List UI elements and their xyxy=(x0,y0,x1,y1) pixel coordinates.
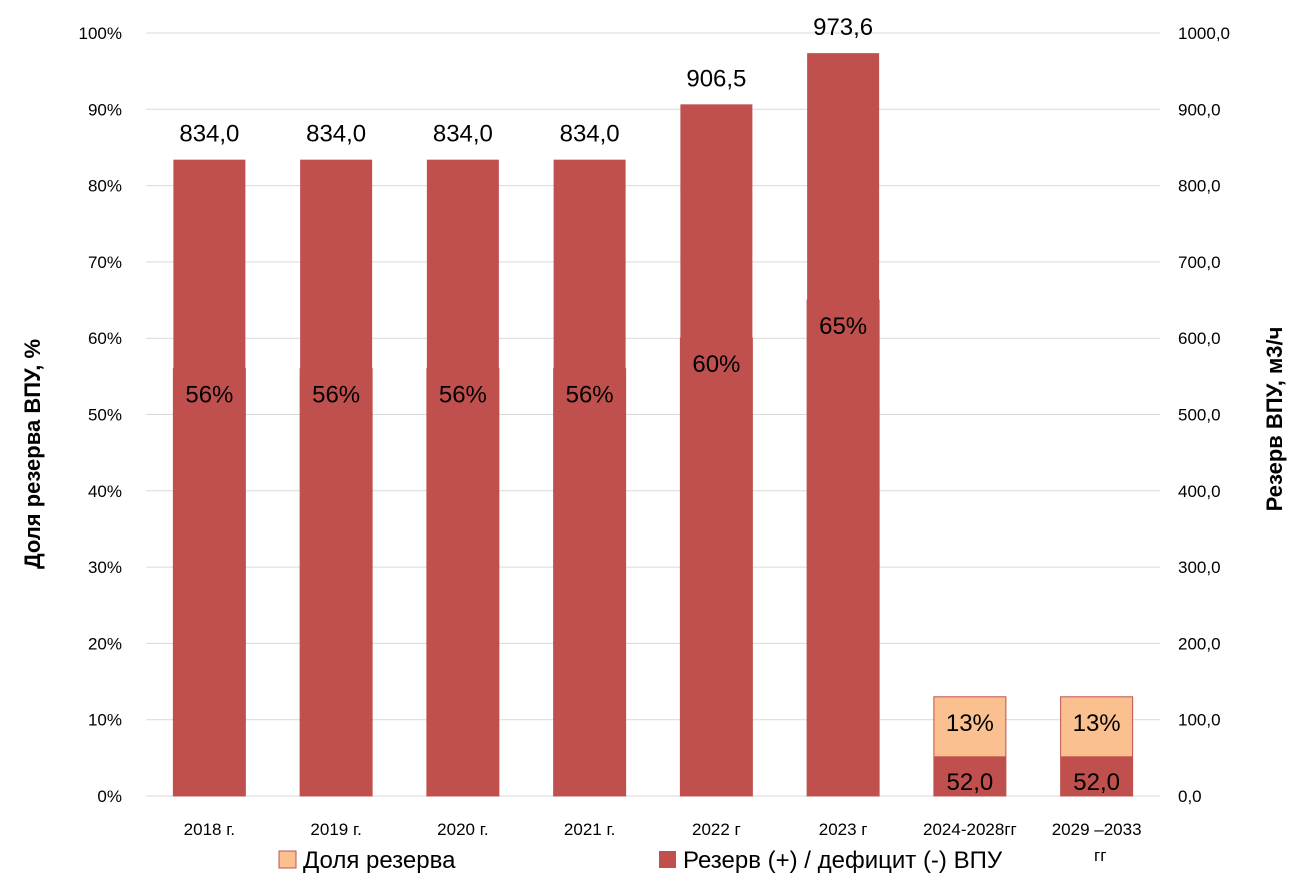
left-tick-label: 100% xyxy=(79,24,122,43)
left-tick-label: 90% xyxy=(88,100,122,119)
category-label: 2021 г. xyxy=(564,820,615,839)
reserve-bar xyxy=(1060,756,1133,796)
left-axis-title: Доля резерва ВПУ, % xyxy=(20,339,45,569)
share-data-label: 13% xyxy=(1073,710,1121,737)
reserve-data-label: 906,5 xyxy=(686,65,746,92)
legend: Доля резерва Резерв (+) / дефицит (-) ВП… xyxy=(278,847,1003,874)
reserve-bar xyxy=(553,159,626,796)
share-data-label: 60% xyxy=(692,351,740,378)
reserve-bar xyxy=(426,159,499,796)
right-tick-label: 0,0 xyxy=(1178,787,1202,806)
right-tick-label: 100,0 xyxy=(1178,711,1221,730)
left-tick-label: 10% xyxy=(88,711,122,730)
right-tick-label: 500,0 xyxy=(1178,406,1221,425)
reserve-bar xyxy=(300,159,373,796)
share-data-label: 56% xyxy=(312,382,360,409)
left-tick-label: 40% xyxy=(88,482,122,501)
right-tick-label: 1000,0 xyxy=(1178,24,1230,43)
category-label: 2022 г xyxy=(692,820,741,839)
reserve-bar xyxy=(173,159,246,796)
right-tick-label: 900,0 xyxy=(1178,100,1221,119)
left-tick-label: 50% xyxy=(88,406,122,425)
reserve-data-label: 834,0 xyxy=(179,121,239,148)
category-label: 2020 г. xyxy=(437,820,488,839)
data-labels: 56% 834,0 56% 834,0 56% 834,0 56% 834,0 60% 906,5… xyxy=(179,14,1120,796)
reserve-bar xyxy=(933,756,1006,796)
category-label: 2023 г xyxy=(819,820,868,839)
legend-label-reserve: Резерв (+) / дефицит (-) ВПУ xyxy=(683,847,1003,874)
share-data-label: 56% xyxy=(566,382,614,409)
right-tick-label: 800,0 xyxy=(1178,177,1221,196)
right-tick-label: 600,0 xyxy=(1178,329,1221,348)
gridlines xyxy=(146,32,1160,797)
reserve-bar xyxy=(680,104,753,796)
reserve-data-label: 52,0 xyxy=(1073,769,1120,796)
reserve-data-label: 834,0 xyxy=(560,121,620,148)
reserve-bar xyxy=(807,53,880,797)
legend-swatch-reserve xyxy=(659,851,676,868)
reserve-data-label: 52,0 xyxy=(947,769,994,796)
share-data-label: 65% xyxy=(819,313,867,340)
left-tick-label: 20% xyxy=(88,634,122,653)
right-tick-label: 700,0 xyxy=(1178,253,1221,272)
left-tick-label: 70% xyxy=(88,253,122,272)
reserve-data-label: 973,6 xyxy=(813,14,873,41)
left-tick-label: 30% xyxy=(88,558,122,577)
category-extra-label: гг xyxy=(1094,846,1106,865)
category-label: 2029 –2033 xyxy=(1052,820,1142,839)
left-tick-label: 60% xyxy=(88,329,122,348)
right-tick-label: 400,0 xyxy=(1178,482,1221,501)
bars xyxy=(172,53,1134,797)
left-axis-ticks: 0% 10% 20% 30% 40% 50% 60% 70% 80% 90% 100% xyxy=(79,24,122,806)
left-tick-label: 0% xyxy=(97,787,122,806)
category-label: 2019 г. xyxy=(310,820,361,839)
share-data-label: 56% xyxy=(185,382,233,409)
category-label: 2024-2028гг xyxy=(923,820,1017,839)
reserve-data-label: 834,0 xyxy=(433,121,493,148)
legend-swatch-share xyxy=(278,850,297,869)
category-label: 2018 г. xyxy=(184,820,235,839)
right-tick-label: 200,0 xyxy=(1178,634,1221,653)
left-tick-label: 80% xyxy=(88,177,122,196)
right-axis-ticks: 0,0 100,0 200,0 300,0 400,0 500,0 600,0 700,0 80… xyxy=(1178,24,1230,806)
legend-label-share: Доля резерва xyxy=(303,847,456,874)
share-data-label: 13% xyxy=(946,710,994,737)
right-tick-label: 300,0 xyxy=(1178,558,1221,577)
category-labels: 2018 г. 2019 г. 2020 г. 2021 г. 2022 г 2023 г… xyxy=(184,820,1142,839)
reserve-data-label: 834,0 xyxy=(306,121,366,148)
right-axis-title: Резерв ВПУ, м3/ч xyxy=(1262,327,1287,512)
share-data-label: 56% xyxy=(439,382,487,409)
